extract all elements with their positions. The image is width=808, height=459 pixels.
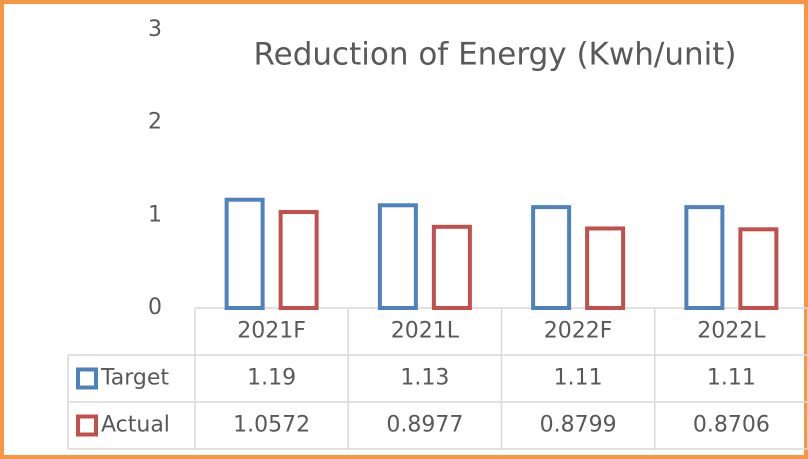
x-tick-label: 2022F [544, 319, 613, 344]
table-value: 1.13 [400, 366, 449, 391]
bar [531, 205, 572, 310]
y-tick-label: 0 [148, 295, 162, 320]
y-tick-label: 3 [148, 17, 162, 42]
bar [585, 226, 626, 310]
bar [278, 210, 319, 311]
legend-key [76, 367, 98, 390]
legend-label: Actual [101, 413, 170, 438]
x-tick-label: 2022L [697, 319, 766, 344]
table-value: 1.0572 [233, 413, 310, 438]
bar [684, 205, 725, 310]
table-value: 0.8977 [386, 413, 463, 438]
bar [224, 197, 265, 310]
bar [431, 224, 472, 311]
legend-label: Target [100, 366, 169, 391]
table-value: 0.8706 [693, 413, 770, 438]
y-tick-label: 1 [148, 202, 162, 227]
chart-title: Reduction of Energy (Kwh/unit) [254, 37, 737, 73]
table-value: 0.8799 [540, 413, 617, 438]
x-tick-label: 2021L [391, 319, 460, 344]
table-value: 1.11 [707, 366, 756, 391]
bar [377, 203, 418, 310]
legend-key [76, 414, 98, 437]
x-tick-label: 2021F [237, 319, 306, 344]
table-value: 1.11 [554, 366, 603, 391]
y-tick-label: 2 [148, 110, 162, 135]
table-value: 1.19 [247, 366, 296, 391]
bar [738, 227, 779, 310]
